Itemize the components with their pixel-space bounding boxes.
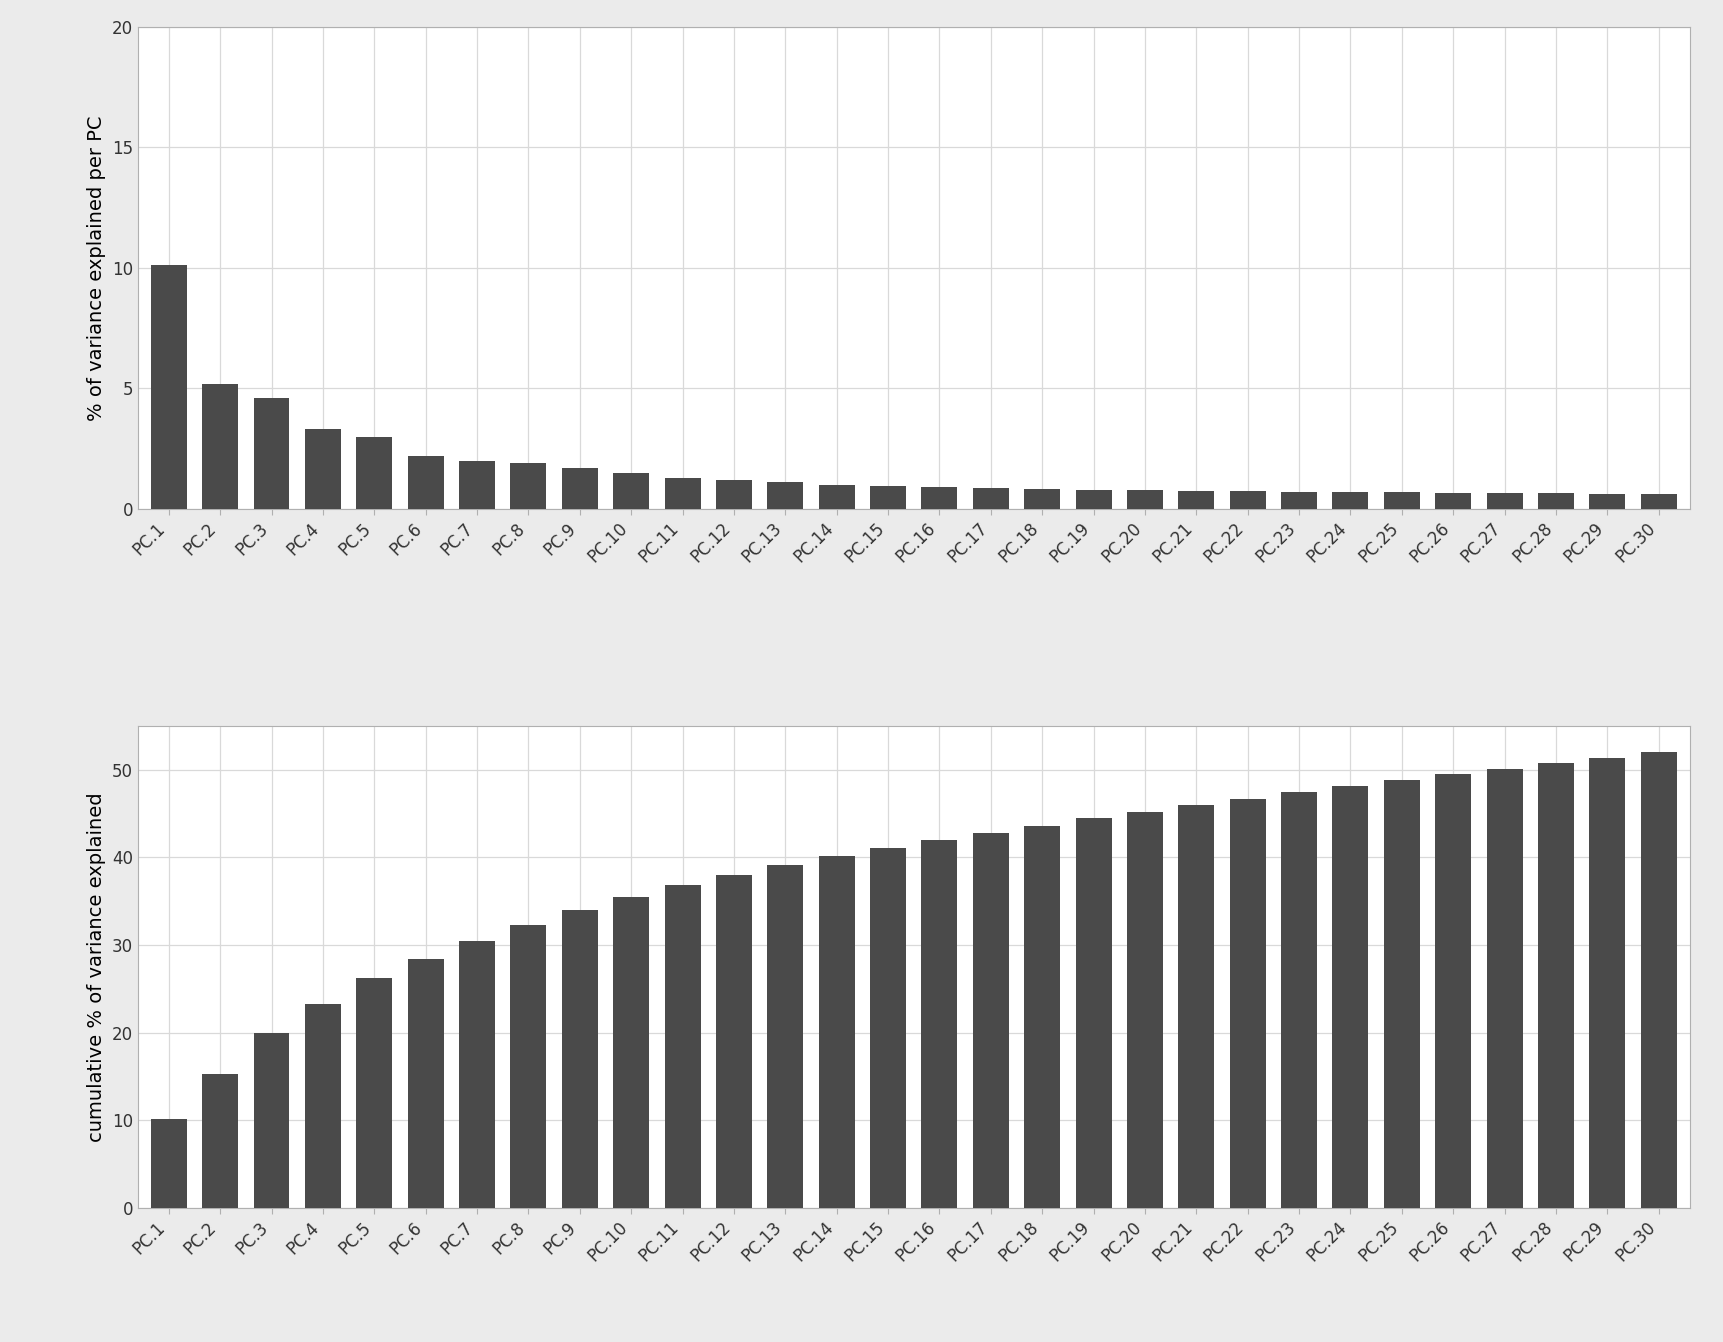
Bar [1177,805,1213,1208]
Bar [202,384,238,509]
Bar [1228,798,1265,1208]
Bar [150,266,186,509]
Bar [1537,764,1573,1208]
Bar [510,925,546,1208]
Bar [1280,491,1316,509]
Bar [562,468,598,509]
Bar [613,896,650,1208]
Bar [1434,774,1470,1208]
Bar [1023,488,1060,509]
Bar [663,886,700,1208]
Bar [972,832,1008,1208]
Bar [150,1119,186,1208]
Bar [1075,490,1111,509]
Bar [1127,812,1163,1208]
Bar [920,840,956,1208]
Bar [1485,769,1521,1208]
Bar [1640,752,1676,1208]
Bar [1589,757,1625,1208]
Bar [920,487,956,509]
Bar [458,941,495,1208]
Bar [972,488,1008,509]
Bar [1280,792,1316,1208]
Bar [818,484,855,509]
Bar [1075,819,1111,1208]
Y-axis label: % of variance explained per PC: % of variance explained per PC [88,115,107,420]
Bar [715,875,751,1208]
Bar [407,456,443,509]
Bar [1332,493,1368,509]
Y-axis label: cumulative % of variance explained: cumulative % of variance explained [88,792,107,1142]
Bar [305,429,341,509]
Bar [663,478,700,509]
Bar [253,399,289,509]
Bar [767,866,803,1208]
Bar [1640,494,1676,509]
Bar [407,960,443,1208]
Bar [1434,493,1470,509]
Bar [357,436,393,509]
Bar [767,482,803,509]
Bar [510,463,546,509]
Bar [1485,494,1521,509]
Bar [870,486,906,509]
Bar [357,978,393,1208]
Bar [1537,494,1573,509]
Bar [1384,780,1420,1208]
Bar [870,848,906,1208]
Bar [1384,493,1420,509]
Bar [305,1004,341,1208]
Bar [1177,491,1213,509]
Bar [1023,825,1060,1208]
Bar [1228,491,1265,509]
Bar [458,460,495,509]
Bar [715,480,751,509]
Bar [1127,490,1163,509]
Bar [253,1033,289,1208]
Bar [613,472,650,509]
Bar [202,1074,238,1208]
Bar [1589,494,1625,509]
Bar [562,910,598,1208]
Bar [818,856,855,1208]
Bar [1332,786,1368,1208]
